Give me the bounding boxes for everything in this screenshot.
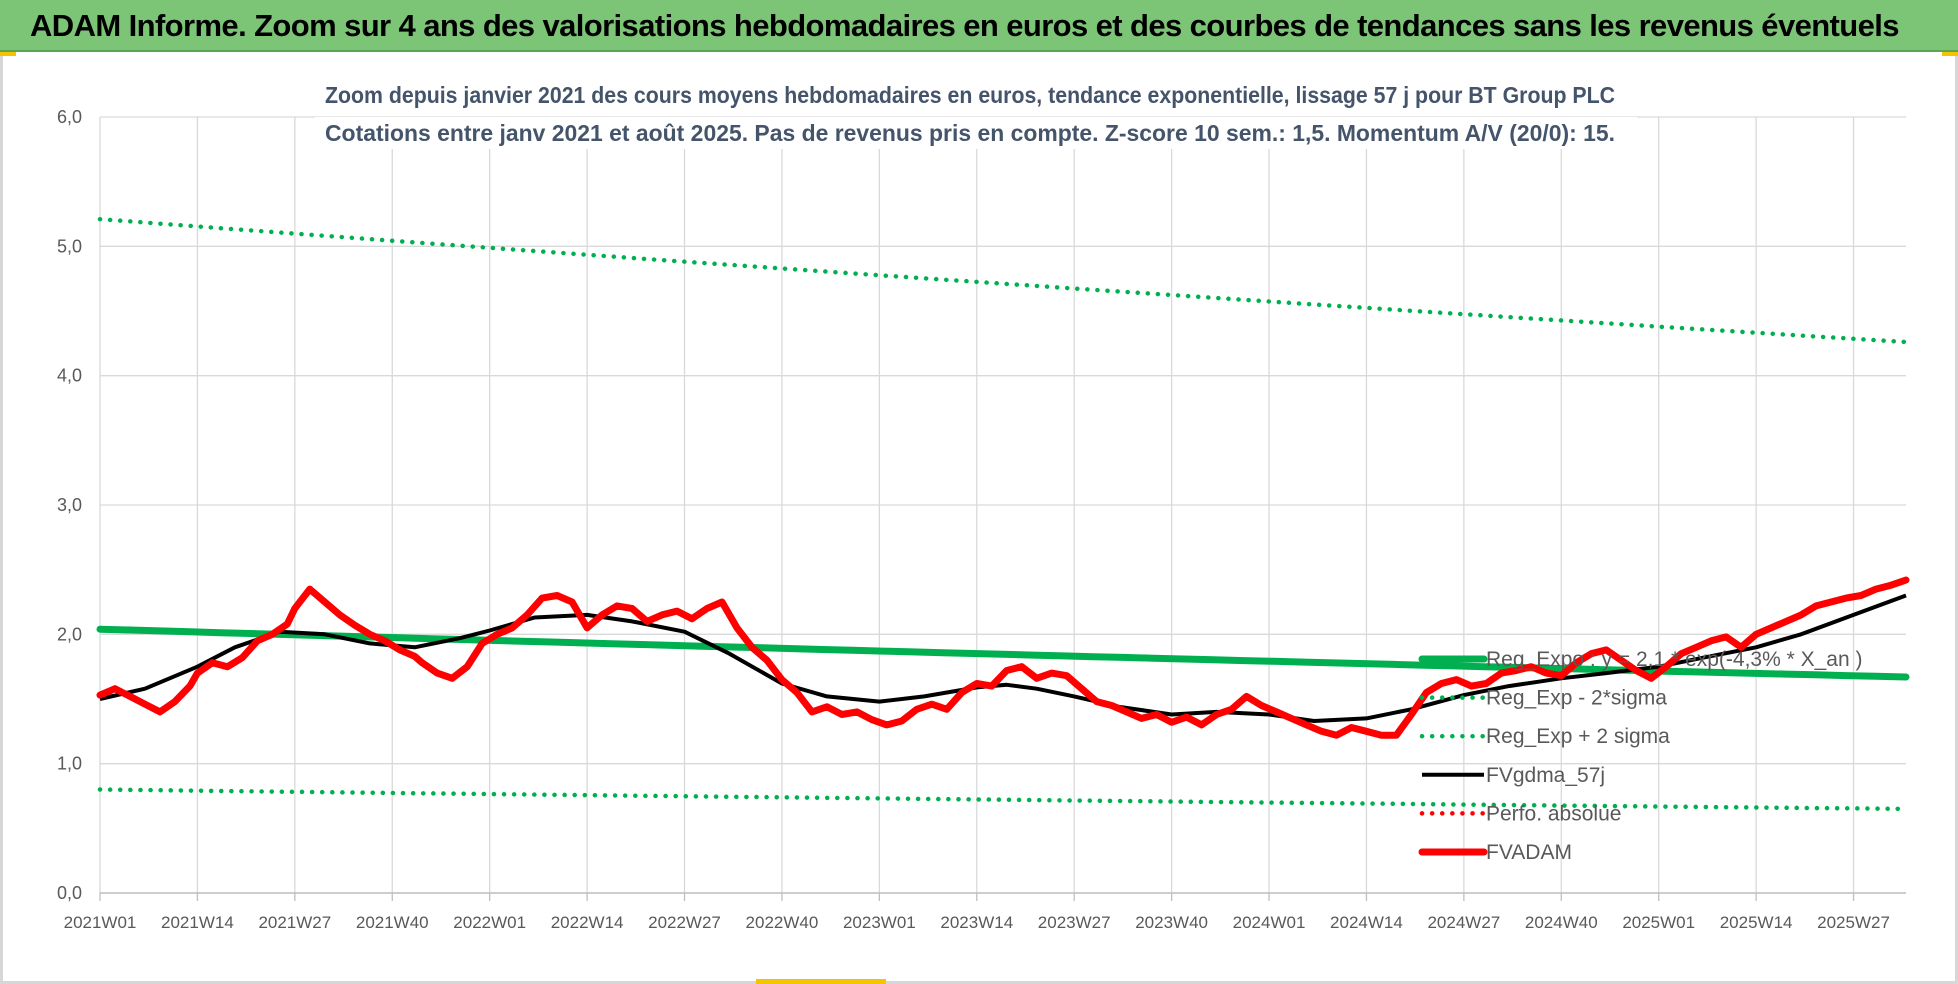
chart-legend: Reg_Expo : y = 2,1 * exp(-4,3% * X_an ) R… (1418, 648, 1862, 864)
frame-accent-left (0, 52, 16, 56)
chart-title-line: Cotations entre janv 2021 et août 2025. … (325, 120, 1615, 146)
x-tick-label: 2022W27 (648, 913, 721, 932)
x-tick-label: 2025W14 (1720, 913, 1793, 932)
grid-lines (99, 116, 1906, 901)
x-tick-label: 2021W27 (258, 913, 331, 932)
report-banner: ADAM Informe. Zoom sur 4 ans des valoris… (0, 0, 1958, 52)
chart-title-line: Zoom depuis janvier 2021 des cours moyen… (325, 82, 1615, 108)
fvadam-line (96, 576, 1910, 739)
y-tick-label: 0,0 (57, 883, 82, 903)
x-tick-label: 2022W40 (746, 913, 819, 932)
x-tick-label: 2025W27 (1817, 913, 1890, 932)
x-tick-label: 2021W14 (161, 913, 234, 932)
x-tick-label: 2024W01 (1233, 913, 1306, 932)
x-tick-label: 2023W14 (940, 913, 1013, 932)
axis-labels: 0,0 1,0 2,0 3,0 4,0 5,0 6,0 2021W01 2021W14 2021W… (57, 107, 1890, 932)
legend-label: Reg_Exp - 2*sigma (1486, 687, 1667, 710)
trend-upper-band (97, 216, 1909, 345)
x-tick-label: 2024W27 (1427, 913, 1500, 932)
x-tick-label: 2022W01 (453, 913, 526, 932)
legend-label: FVgdma_57j (1486, 764, 1605, 787)
y-tick-label: 2,0 (57, 624, 82, 644)
title-backdrop (315, 79, 1637, 111)
x-tick-label: 2021W01 (64, 913, 137, 932)
legend-label: Reg_Expo : y = 2,1 * exp(-4,3% * X_an ) (1486, 648, 1862, 671)
chart-series (96, 216, 1910, 812)
x-tick-label: 2023W40 (1135, 913, 1208, 932)
chart-title: Zoom depuis janvier 2021 des cours moyen… (315, 79, 1637, 149)
x-tick-label: 2025W01 (1622, 913, 1695, 932)
y-tick-label: 1,0 (57, 754, 82, 774)
frame-accent-right (1942, 52, 1958, 56)
x-tick-label: 2023W27 (1038, 913, 1111, 932)
legend-label: Perfo. absolue (1486, 802, 1621, 825)
legend-label: FVADAM (1486, 841, 1572, 864)
x-tick-label: 2023W01 (843, 913, 916, 932)
legend-label: Reg_Exp + 2 sigma (1486, 725, 1670, 748)
x-tick-label: 2021W40 (356, 913, 429, 932)
trend-line (96, 625, 1910, 681)
title-backdrop (315, 117, 1637, 149)
x-tick-label: 2024W40 (1525, 913, 1598, 932)
trend-lower-band (97, 787, 1909, 812)
y-tick-label: 5,0 (57, 236, 82, 256)
frame-accent-bottom (756, 979, 886, 984)
x-tick-label: 2024W14 (1330, 913, 1403, 932)
x-tick-label: 2022W14 (551, 913, 624, 932)
chart-frame (0, 52, 1958, 984)
y-tick-label: 6,0 (57, 107, 82, 127)
y-tick-label: 4,0 (57, 366, 82, 386)
y-tick-label: 3,0 (57, 495, 82, 515)
report-title: ADAM Informe. Zoom sur 4 ans des valoris… (30, 8, 1900, 43)
